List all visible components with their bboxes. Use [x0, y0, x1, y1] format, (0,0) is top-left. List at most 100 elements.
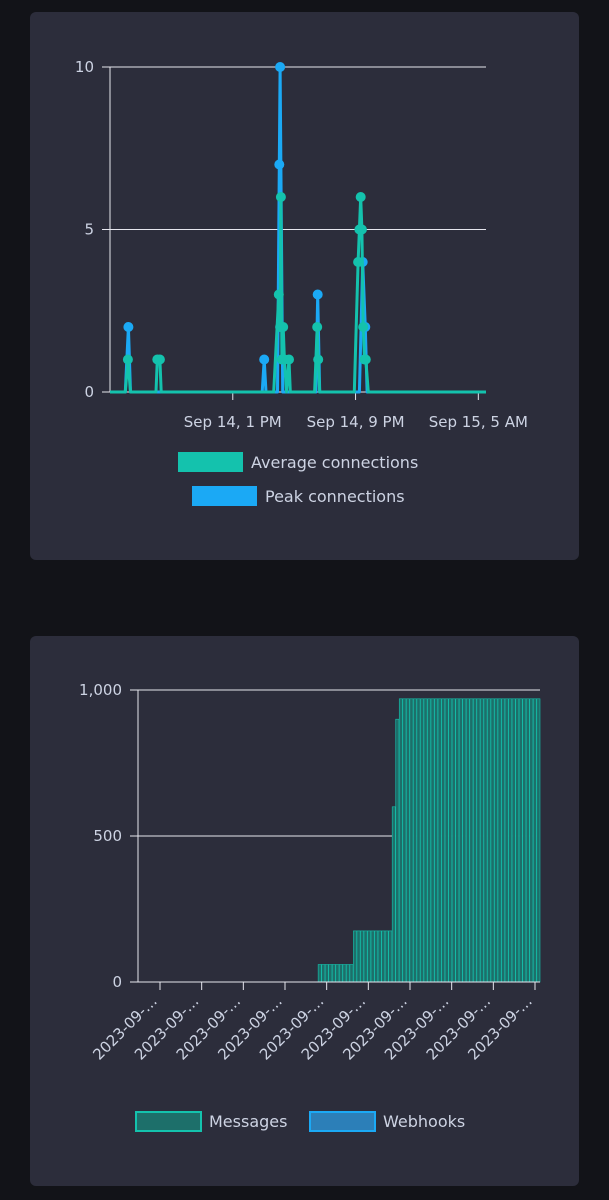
data-point	[275, 62, 286, 72]
bar-messages	[381, 930, 386, 983]
bar-messages	[324, 964, 329, 983]
bar-messages	[402, 698, 407, 983]
bar-messages	[465, 698, 470, 983]
bar-messages	[317, 964, 322, 983]
bar-messages	[536, 698, 541, 983]
bar-messages	[490, 698, 495, 983]
bar-messages	[395, 718, 400, 983]
bar-messages	[363, 930, 368, 983]
bar-messages	[427, 698, 431, 983]
messages-bar-chart: 05001,0002023-09-…2023-09-…2023-09-…2023…	[79, 681, 541, 1132]
legend-swatch-average	[178, 452, 243, 472]
y-tick-label: 10	[75, 58, 94, 76]
bar-messages	[462, 698, 467, 983]
legend-label: Messages	[209, 1112, 287, 1131]
bar-messages	[469, 698, 474, 983]
connections-chart-card: 0 5 10 Sep 14, 1 PM Sep 14, 9 PM Sep 15, 5 AM…	[30, 12, 579, 560]
bar-messages	[391, 806, 396, 983]
bar-messages	[501, 698, 506, 983]
bar-messages	[342, 964, 347, 983]
bar-messages	[353, 930, 357, 983]
bar-messages	[494, 698, 498, 983]
bar-messages	[483, 698, 488, 983]
data-point	[274, 159, 285, 170]
series-line-average	[110, 195, 486, 394]
bar-messages	[335, 964, 340, 983]
data-point	[278, 322, 289, 332]
data-point	[154, 354, 165, 365]
y-tick-label: 1,000	[79, 681, 122, 699]
bar-messages	[384, 930, 389, 983]
bar-messages	[367, 930, 372, 983]
bar-messages	[437, 698, 442, 983]
legend-label: Peak connections	[265, 487, 405, 506]
bar-messages	[416, 698, 421, 983]
bar-messages	[532, 698, 537, 983]
bar-messages	[398, 698, 403, 983]
bar-messages	[504, 698, 509, 983]
bar-messages	[409, 698, 414, 983]
bar-messages	[331, 964, 336, 983]
data-point	[284, 354, 294, 365]
bar-messages	[430, 698, 435, 983]
bar-messages	[420, 698, 424, 983]
bar-messages	[328, 964, 333, 983]
bar-messages	[480, 698, 484, 983]
data-point	[358, 322, 369, 332]
bar-messages	[448, 698, 453, 983]
legend-swatch-peak	[192, 486, 257, 506]
data-point	[360, 354, 371, 365]
bar-messages	[518, 698, 523, 983]
bar-messages	[388, 930, 393, 983]
bar-messages	[511, 698, 516, 983]
bar-messages	[356, 930, 361, 983]
bar-messages	[413, 698, 417, 983]
data-point	[259, 354, 270, 365]
bar-messages	[405, 698, 410, 983]
data-point	[312, 289, 323, 300]
bar-messages	[346, 964, 350, 983]
data-point	[356, 224, 367, 235]
legend-label: Average connections	[251, 453, 418, 472]
x-tick-label: Sep 14, 1 PM	[184, 413, 282, 431]
y-tick-label: 0	[112, 973, 122, 991]
bar-messages	[444, 698, 449, 983]
data-point	[123, 322, 134, 332]
data-point	[355, 192, 366, 202]
bar-messages	[360, 930, 364, 983]
y-tick-label: 5	[84, 221, 94, 239]
bar-messages	[515, 698, 520, 983]
bar-messages	[370, 930, 375, 983]
messages-chart-card: 0 500 1,000 2023-09-… 2023-09-… 2023-09-… 2023…	[30, 636, 579, 1186]
connections-line-chart: 0 5 10 Sep 14, 1 PM Sep 14, 9 PM Sep 15, 5 AM…	[75, 58, 528, 506]
bar-messages	[487, 698, 491, 983]
bar-messages	[525, 698, 530, 983]
bar-messages	[472, 698, 477, 983]
y-tick-label: 500	[93, 827, 122, 845]
bar-messages	[338, 964, 343, 983]
bar-messages	[508, 698, 513, 983]
data-point	[273, 289, 284, 300]
data-point	[313, 354, 324, 365]
bar-messages	[349, 964, 354, 983]
data-point	[353, 257, 364, 267]
legend-swatch-messages	[135, 1111, 202, 1132]
bar-messages	[451, 698, 456, 983]
bar-messages	[529, 698, 534, 983]
data-point	[275, 192, 286, 202]
data-point	[312, 322, 323, 332]
bar-messages	[455, 698, 460, 983]
bar-messages	[321, 964, 326, 983]
x-tick-label: Sep 15, 5 AM	[429, 413, 528, 431]
bar-messages	[441, 698, 446, 983]
x-tick-label: Sep 14, 9 PM	[307, 413, 405, 431]
bar-messages	[476, 698, 481, 983]
legend-label: Webhooks	[383, 1112, 465, 1131]
bar-messages	[458, 698, 463, 983]
y-tick-label: 0	[84, 383, 94, 401]
bar-messages	[434, 698, 439, 983]
data-point	[122, 354, 133, 365]
bar-messages	[377, 930, 382, 983]
bar-messages	[497, 698, 502, 983]
bar-messages	[423, 698, 428, 983]
